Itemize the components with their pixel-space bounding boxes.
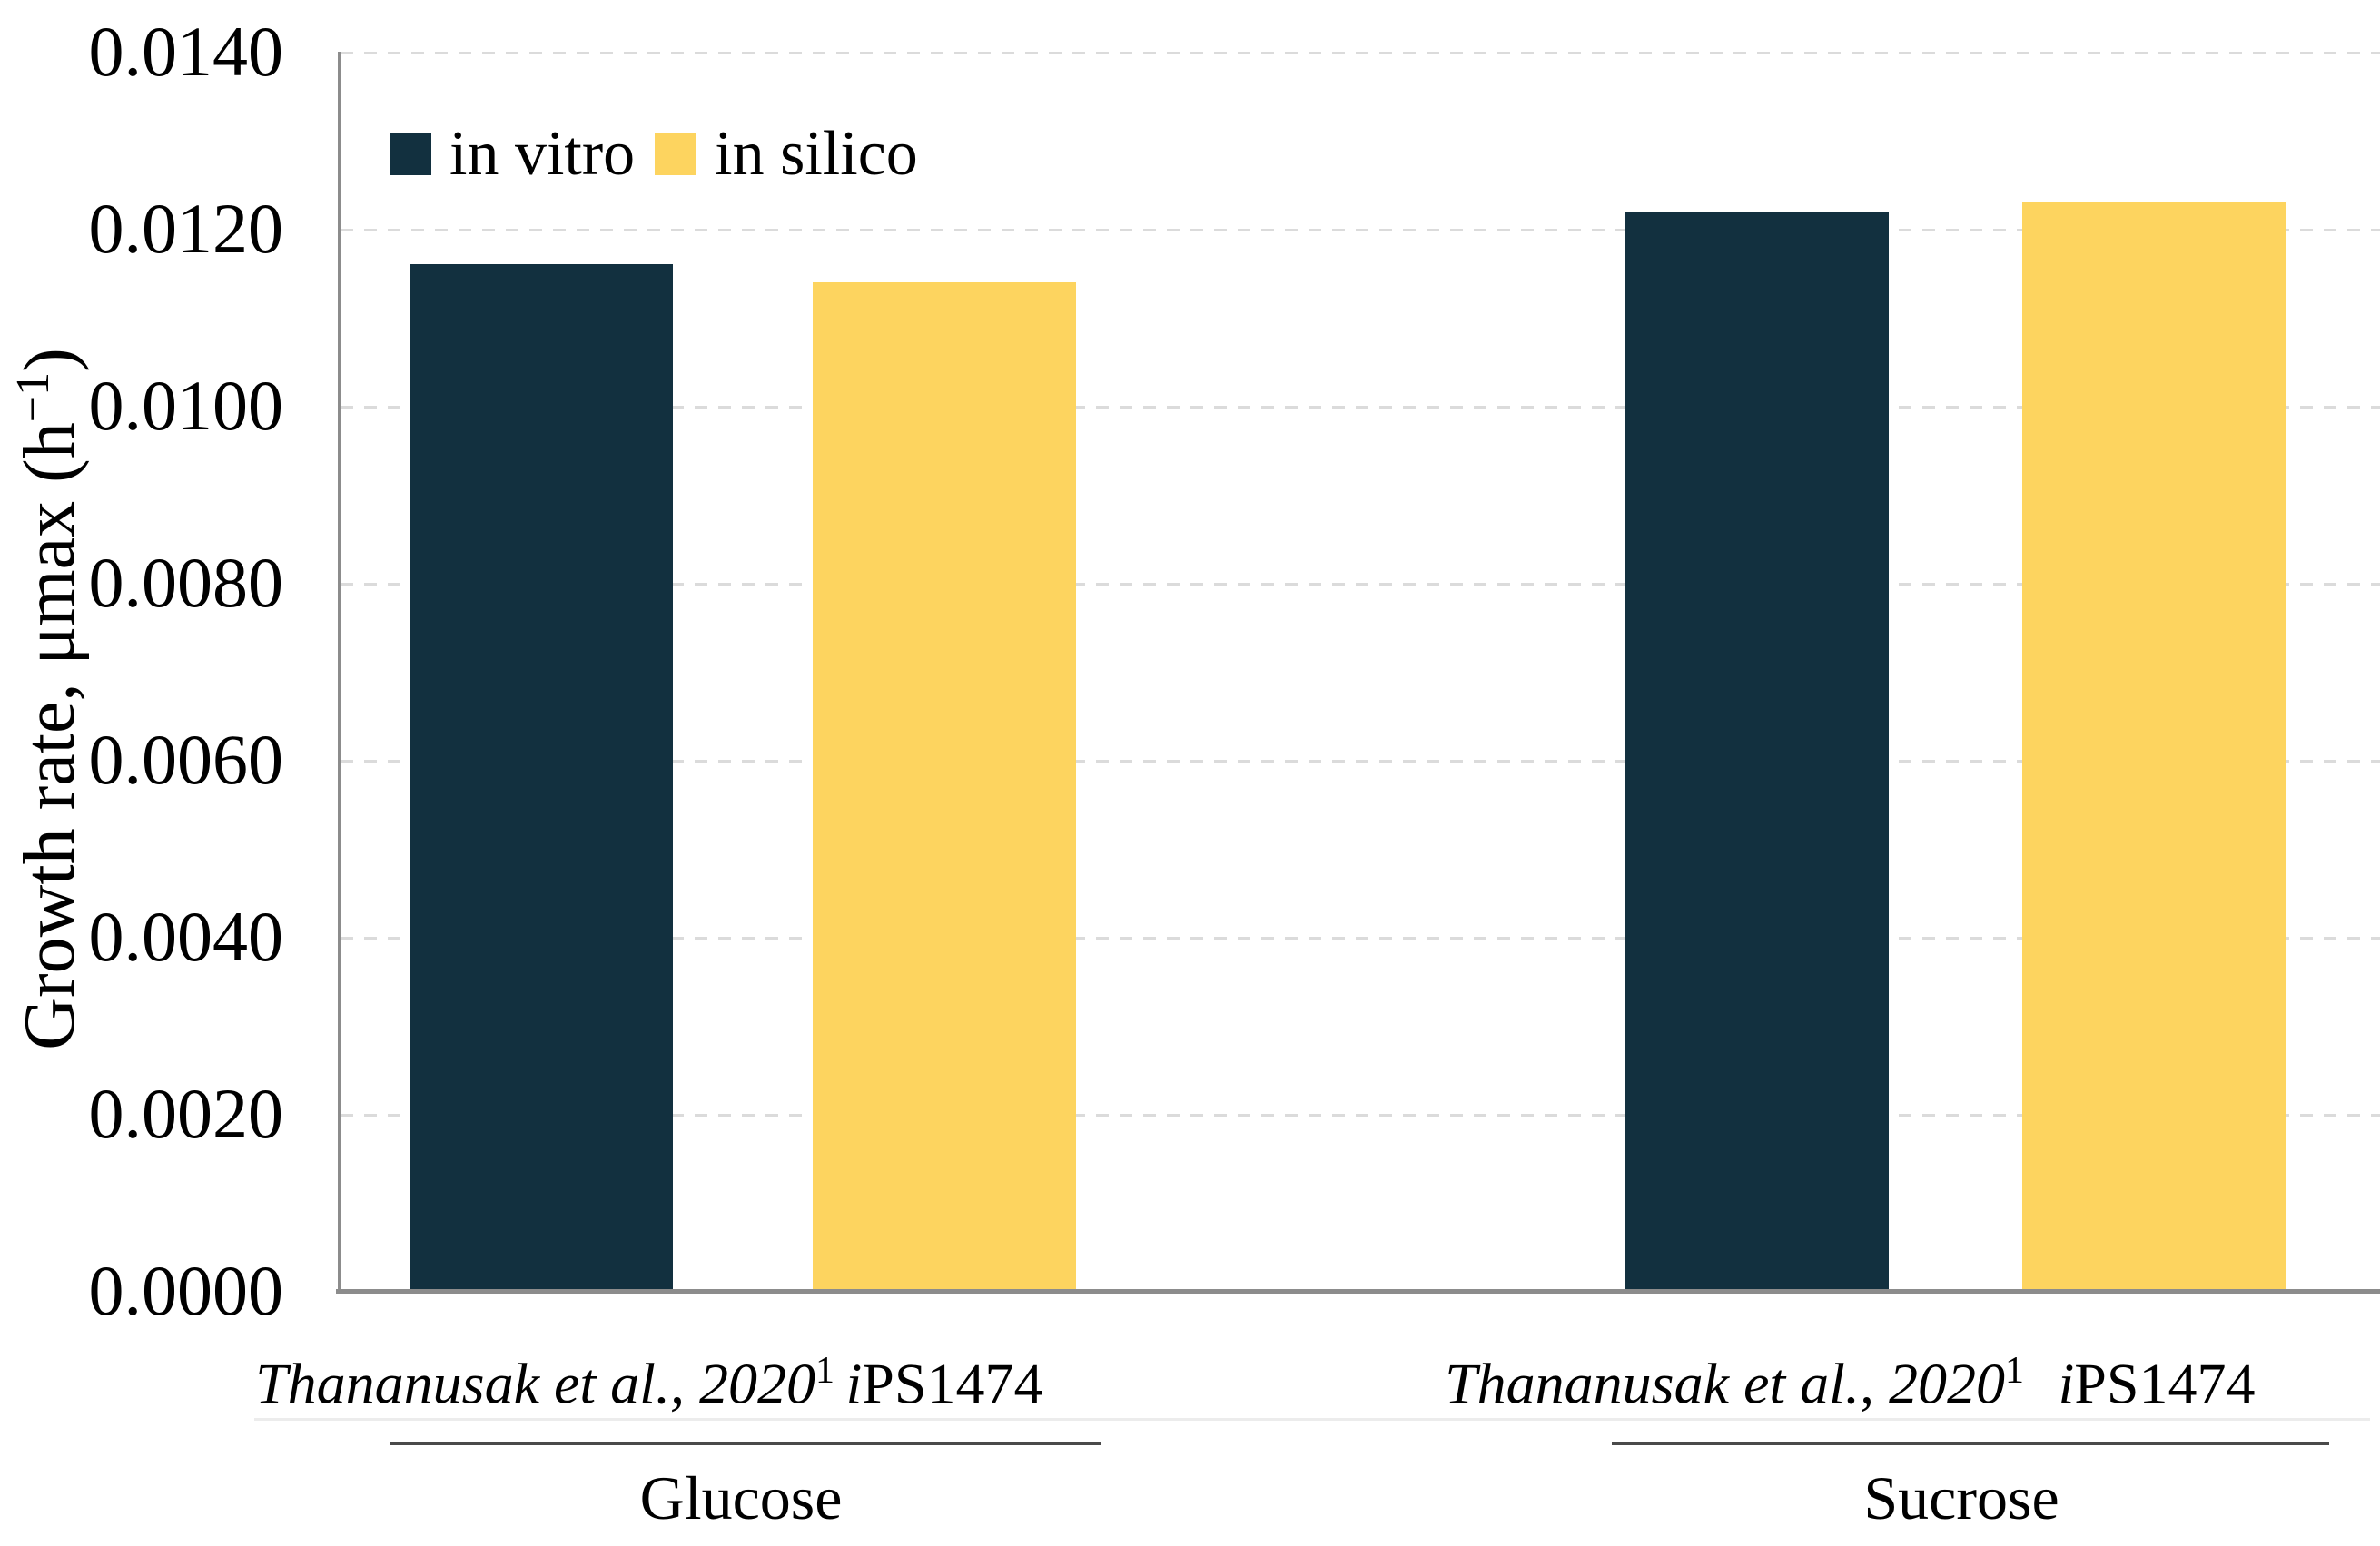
bar-glucose-in-vitro xyxy=(410,264,673,1291)
x-label-glucose-in-silico: iPS1474 xyxy=(846,1338,1043,1416)
in-silico-swatch-icon xyxy=(655,133,697,175)
row-divider-line xyxy=(254,1418,2370,1421)
gridline xyxy=(341,760,2380,763)
gridline xyxy=(341,583,2380,586)
group-label-glucose: Glucose xyxy=(639,1463,843,1532)
glucose-group-line xyxy=(390,1442,1101,1445)
gridline xyxy=(341,229,2380,231)
y-tick-label: 0.0000 xyxy=(88,1251,284,1330)
gridline xyxy=(341,52,2380,54)
bar-glucose-in-silico xyxy=(813,281,1076,1291)
x-label-superscript: 1 xyxy=(2004,1350,2024,1392)
y-tick-label: 0.0120 xyxy=(88,189,284,268)
x-label-superscript: 1 xyxy=(815,1350,834,1392)
x-label-italic: Thananusak et al., 2020 xyxy=(255,1351,815,1416)
y-tick-label: 0.0140 xyxy=(88,12,284,91)
x-label-italic: i xyxy=(2058,1351,2075,1416)
x-label-italic: i xyxy=(845,1351,863,1416)
bar-sucrose-in-silico xyxy=(2022,202,2286,1291)
x-label-sucrose-in-vitro: Thananusak et al., 20201 xyxy=(1445,1338,2024,1416)
legend-label: in silico xyxy=(715,119,918,189)
legend-item-in-silico: in silico xyxy=(655,123,918,186)
y-tick-label: 0.0040 xyxy=(88,897,284,976)
x-label-glucose-in-vitro: Thananusak et al., 20201 xyxy=(255,1338,834,1416)
y-tick-label: 0.0060 xyxy=(88,720,284,799)
legend-item-in-vitro: in vitro xyxy=(390,123,635,186)
legend-label: in vitro xyxy=(449,119,636,189)
y-tick-label: 0.0080 xyxy=(88,543,284,622)
gridline xyxy=(341,406,2380,409)
y-tick-label: 0.0100 xyxy=(88,366,284,445)
plot-area: in vitro in silico xyxy=(338,52,2380,1291)
legend: in vitro in silico xyxy=(390,123,918,186)
group-label-sucrose: Sucrose xyxy=(1863,1463,2059,1532)
gridline xyxy=(341,937,2380,940)
x-label-roman: PS1474 xyxy=(862,1351,1043,1416)
sucrose-group-line xyxy=(1612,1442,2329,1445)
gridline xyxy=(341,1114,2380,1117)
x-label-roman: PS1474 xyxy=(2074,1351,2256,1416)
x-label-sucrose-in-silico: iPS1474 xyxy=(2059,1338,2256,1416)
y-tick-label: 0.0020 xyxy=(88,1074,284,1153)
x-label-italic: Thananusak et al., 2020 xyxy=(1445,1351,2005,1416)
in-vitro-swatch-icon xyxy=(390,133,431,175)
x-axis-line xyxy=(336,1289,2380,1294)
bar-sucrose-in-vitro xyxy=(1625,211,1889,1291)
